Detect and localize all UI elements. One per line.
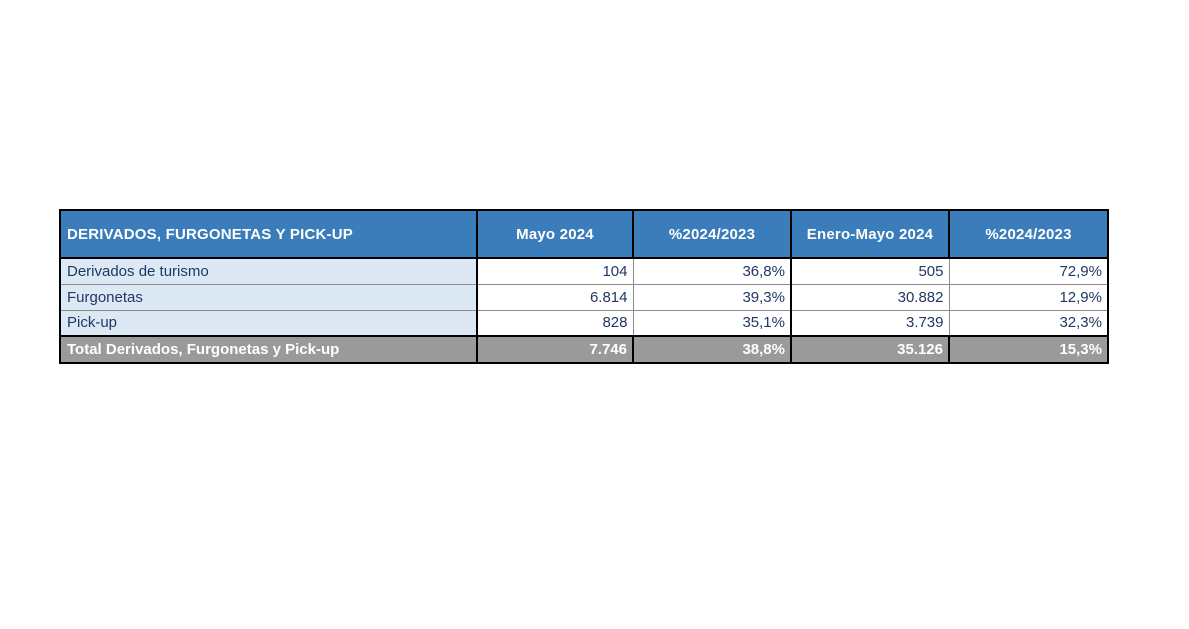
total-cell-enero-mayo-2024: 35.126 <box>790 335 950 364</box>
row-label: Derivados de turismo <box>60 257 477 285</box>
table-row-pick-up: Pick-up 828 35,1% 3.739 32,3% <box>60 309 1108 337</box>
total-cell-mayo-2024: 7.746 <box>476 335 634 364</box>
cell-pct-mes: 39,3% <box>632 283 791 311</box>
cell-pct-mes: 35,1% <box>632 309 791 337</box>
column-header-pct-2024-2023-mes: %2024/2023 <box>632 209 792 259</box>
table-row-total: Total Derivados, Furgonetas y Pick-up 7.… <box>59 335 1109 364</box>
cell-enero-mayo-2024: 3.739 <box>790 309 949 337</box>
table-row-furgonetas: Furgonetas 6.814 39,3% 30.882 12,9% <box>60 283 1108 311</box>
total-cell-pct-mes: 38,8% <box>632 335 792 364</box>
cell-mayo-2024: 104 <box>476 257 633 285</box>
total-row-label: Total Derivados, Furgonetas y Pick-up <box>59 335 478 364</box>
total-cell-pct-acumulado: 15,3% <box>948 335 1109 364</box>
cell-mayo-2024: 828 <box>476 309 633 337</box>
table-header-row: DERIVADOS, FURGONETAS Y PICK-UP Mayo 202… <box>59 209 1109 259</box>
column-header-category: DERIVADOS, FURGONETAS Y PICK-UP <box>59 209 478 259</box>
column-header-pct-2024-2023-acumulado: %2024/2023 <box>948 209 1109 259</box>
cell-pct-acumulado: 12,9% <box>948 283 1108 311</box>
table-row-derivados-de-turismo: Derivados de turismo 104 36,8% 505 72,9% <box>60 257 1108 285</box>
column-header-enero-mayo-2024: Enero-Mayo 2024 <box>790 209 950 259</box>
cell-mayo-2024: 6.814 <box>476 283 633 311</box>
row-label: Pick-up <box>60 309 477 337</box>
cell-pct-acumulado: 72,9% <box>948 257 1108 285</box>
row-label: Furgonetas <box>60 283 477 311</box>
cell-enero-mayo-2024: 30.882 <box>790 283 949 311</box>
cell-pct-acumulado: 32,3% <box>948 309 1108 337</box>
cell-pct-mes: 36,8% <box>632 257 791 285</box>
cell-enero-mayo-2024: 505 <box>790 257 949 285</box>
derivados-furgonetas-pickup-table: DERIVADOS, FURGONETAS Y PICK-UP Mayo 202… <box>59 209 1109 364</box>
column-header-mayo-2024: Mayo 2024 <box>476 209 634 259</box>
